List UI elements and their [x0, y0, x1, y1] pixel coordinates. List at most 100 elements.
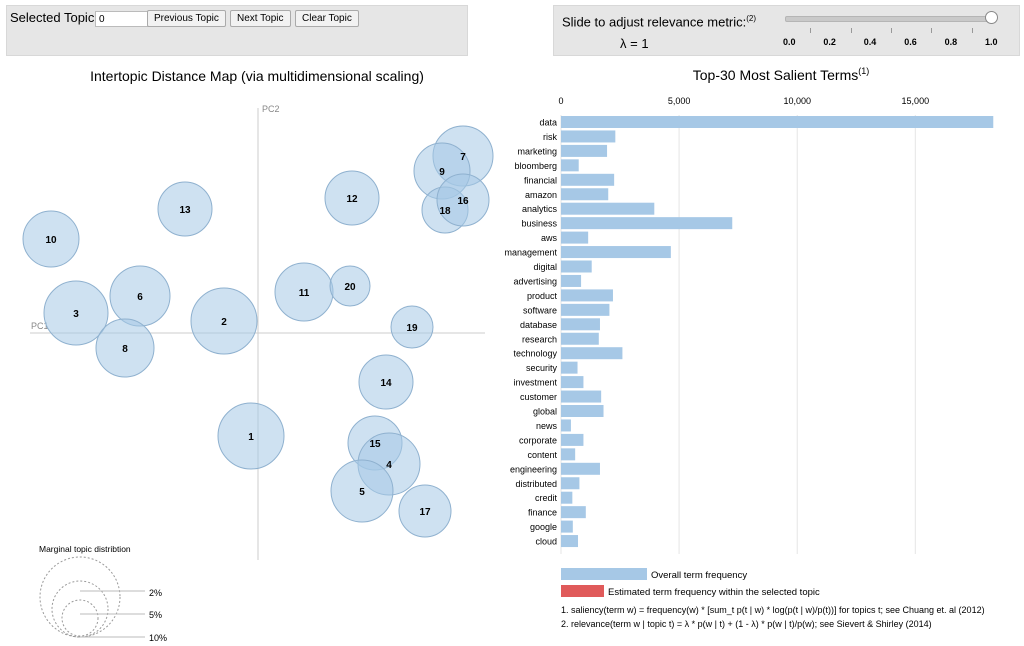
- topic-label-11: 11: [299, 288, 310, 299]
- topic-control-panel: Selected Topic: Previous Topic Next Topi…: [6, 5, 468, 56]
- previous-topic-button[interactable]: Previous Topic: [147, 10, 226, 27]
- pc1-label: PC1: [31, 321, 49, 331]
- topic-circle-2[interactable]: [190, 287, 258, 355]
- term-label-engineering[interactable]: engineering: [510, 464, 557, 474]
- bar-google[interactable]: [561, 520, 573, 533]
- clear-topic-button[interactable]: Clear Topic: [295, 10, 359, 27]
- terms-title: Top-30 Most Salient Terms(1): [693, 66, 869, 83]
- term-label-marketing[interactable]: marketing: [517, 146, 557, 156]
- term-label-distributed[interactable]: distributed: [515, 479, 557, 489]
- bar-database[interactable]: [561, 318, 600, 331]
- bar-bloomberg[interactable]: [561, 159, 579, 172]
- bar-x-tick-label: 5,000: [668, 96, 691, 106]
- term-label-risk[interactable]: risk: [543, 132, 557, 142]
- topic-label-3: 3: [73, 309, 79, 320]
- topic-circle-8[interactable]: [95, 318, 155, 378]
- bar-term-labels: data risk marketing bloomberg financial amazo…: [504, 118, 557, 547]
- bar-amazon[interactable]: [561, 188, 609, 201]
- bar-data[interactable]: [561, 116, 994, 128]
- selected-topic-label: Selected Topic:: [10, 10, 98, 25]
- term-label-financial[interactable]: financial: [524, 175, 557, 185]
- bar-technology[interactable]: [561, 347, 623, 360]
- term-label-cloud[interactable]: cloud: [535, 537, 557, 547]
- bar-distributed[interactable]: [561, 477, 580, 490]
- relevance-label-text: Slide to adjust relevance metric:: [562, 14, 747, 30]
- term-label-business[interactable]: business: [521, 219, 557, 229]
- bar-credit[interactable]: [561, 491, 573, 504]
- topic-circle-1[interactable]: [217, 402, 285, 470]
- term-label-bloomberg[interactable]: bloomberg: [514, 161, 557, 171]
- term-label-analytics[interactable]: analytics: [522, 204, 558, 214]
- bar-engineering[interactable]: [561, 462, 600, 475]
- bar-software[interactable]: [561, 303, 610, 316]
- relevance-slider-thumb[interactable]: [985, 11, 998, 24]
- topic-circles: 7 9 18 16 12 13 10 6 3 8 2 11 20 19 14 1 15 4 5 17: [22, 125, 494, 538]
- term-label-content[interactable]: content: [527, 450, 557, 460]
- slider-tick-label: 1.0: [985, 37, 998, 47]
- bar-security[interactable]: [561, 361, 578, 374]
- bar-risk[interactable]: [561, 130, 616, 143]
- topic-circle-20[interactable]: [329, 265, 371, 307]
- next-topic-button[interactable]: Next Topic: [230, 10, 291, 27]
- bar-digital[interactable]: [561, 260, 592, 273]
- bar-content[interactable]: [561, 448, 576, 461]
- bar-customer[interactable]: [561, 390, 602, 403]
- topic-label-13: 13: [179, 205, 191, 216]
- topic-circle-19[interactable]: [390, 305, 434, 349]
- bar-global[interactable]: [561, 405, 604, 417]
- term-label-management[interactable]: management: [504, 248, 557, 258]
- bar-aws[interactable]: [561, 231, 589, 244]
- slider-tick-label: 0.8: [944, 37, 958, 47]
- term-label-digital[interactable]: digital: [533, 262, 557, 272]
- term-label-amazon[interactable]: amazon: [525, 190, 557, 200]
- bar-product[interactable]: [561, 289, 613, 302]
- topic-label-12: 12: [346, 194, 358, 205]
- terms-title-text: Top-30 Most Salient Terms: [693, 67, 858, 83]
- bar-management[interactable]: [561, 246, 671, 259]
- slider-minor-tick: [810, 28, 812, 33]
- bar-business[interactable]: [561, 217, 733, 230]
- terms-title-sup: (1): [858, 66, 869, 76]
- term-label-google[interactable]: google: [530, 522, 557, 532]
- bar-marketing[interactable]: [561, 144, 608, 157]
- term-label-database[interactable]: database: [520, 320, 557, 330]
- bar-cloud[interactable]: [561, 535, 579, 548]
- topic-label-2: 2: [221, 317, 227, 328]
- topic-circle-13[interactable]: [157, 181, 213, 237]
- topic-label-9: 9: [439, 167, 445, 178]
- topic-circle-10[interactable]: [22, 210, 80, 268]
- term-label-corporate[interactable]: corporate: [519, 435, 557, 445]
- topic-circle-3[interactable]: [43, 280, 109, 346]
- bar-advertising[interactable]: [561, 274, 582, 287]
- term-label-data[interactable]: data: [539, 118, 557, 128]
- bar-research[interactable]: [561, 332, 599, 345]
- term-label-investment[interactable]: investment: [513, 378, 557, 388]
- topic-circle-17[interactable]: [398, 484, 452, 538]
- term-label-research[interactable]: research: [522, 334, 557, 344]
- topic-circle-16[interactable]: [436, 173, 490, 227]
- term-label-security[interactable]: security: [526, 363, 558, 373]
- term-label-product[interactable]: product: [527, 291, 558, 301]
- topic-circle-12[interactable]: [324, 170, 380, 226]
- term-label-finance[interactable]: finance: [528, 508, 557, 518]
- bar-news[interactable]: [561, 419, 571, 432]
- bar-finance[interactable]: [561, 506, 586, 519]
- term-label-news[interactable]: news: [536, 421, 558, 431]
- bar-analytics[interactable]: [561, 202, 655, 215]
- topic-circle-5[interactable]: [330, 459, 394, 523]
- term-label-credit[interactable]: credit: [535, 493, 558, 503]
- bar-x-tick-label: 10,000: [783, 96, 811, 106]
- term-label-technology[interactable]: technology: [513, 349, 557, 359]
- relevance-slider-track[interactable]: [785, 16, 992, 22]
- bar-corporate[interactable]: [561, 433, 584, 446]
- topic-label-5: 5: [359, 487, 365, 498]
- topic-circle-14[interactable]: [358, 354, 414, 410]
- term-label-customer[interactable]: customer: [520, 392, 557, 402]
- bar-financial[interactable]: [561, 173, 615, 186]
- term-label-aws[interactable]: aws: [541, 233, 558, 243]
- selected-topic-input[interactable]: [95, 11, 149, 27]
- term-label-software[interactable]: software: [523, 305, 557, 315]
- term-label-global[interactable]: global: [533, 407, 557, 417]
- bar-investment[interactable]: [561, 376, 584, 389]
- term-label-advertising[interactable]: advertising: [513, 276, 557, 286]
